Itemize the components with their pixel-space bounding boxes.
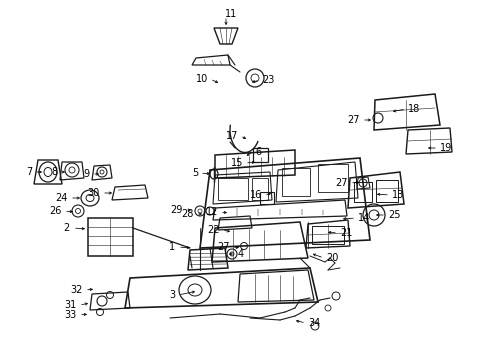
Text: 34: 34 xyxy=(307,318,320,328)
Bar xyxy=(88,218,133,256)
Text: 10: 10 xyxy=(195,74,207,84)
Text: 31: 31 xyxy=(64,300,77,310)
Bar xyxy=(353,182,371,202)
Text: 6: 6 xyxy=(254,147,261,157)
Text: 20: 20 xyxy=(325,253,338,263)
Text: 9: 9 xyxy=(84,169,90,179)
Text: 8: 8 xyxy=(51,167,57,177)
Text: 11: 11 xyxy=(224,9,237,19)
Bar xyxy=(375,180,397,202)
Text: 21: 21 xyxy=(339,228,352,238)
Text: 33: 33 xyxy=(64,310,77,320)
Text: 26: 26 xyxy=(49,206,62,216)
Bar xyxy=(218,178,247,200)
Text: 16: 16 xyxy=(249,190,262,200)
Text: 30: 30 xyxy=(87,188,100,198)
Text: 28: 28 xyxy=(181,209,194,219)
Bar xyxy=(317,164,347,192)
Text: 4: 4 xyxy=(238,249,244,259)
Text: 13: 13 xyxy=(391,190,404,200)
Text: 19: 19 xyxy=(439,143,451,153)
Text: 24: 24 xyxy=(56,193,68,203)
Text: 22: 22 xyxy=(207,225,220,235)
Text: 7: 7 xyxy=(26,167,32,177)
Text: 15: 15 xyxy=(230,158,243,168)
Text: 18: 18 xyxy=(407,104,419,114)
Text: 25: 25 xyxy=(387,210,400,220)
Text: 5: 5 xyxy=(191,168,198,178)
Text: 27: 27 xyxy=(217,242,229,252)
Text: 29: 29 xyxy=(170,205,183,215)
Text: 32: 32 xyxy=(70,285,83,295)
Text: 12: 12 xyxy=(205,207,218,217)
Bar xyxy=(251,178,267,200)
Bar xyxy=(311,226,343,244)
Text: 23: 23 xyxy=(262,75,274,85)
Text: 3: 3 xyxy=(168,290,175,300)
Text: 1: 1 xyxy=(168,242,175,252)
Text: 2: 2 xyxy=(63,223,70,233)
Text: 27: 27 xyxy=(335,178,347,188)
Text: 14: 14 xyxy=(357,213,369,223)
Bar xyxy=(282,168,309,196)
Bar xyxy=(260,192,273,204)
Text: 17: 17 xyxy=(225,131,238,141)
Text: 27: 27 xyxy=(347,115,359,125)
